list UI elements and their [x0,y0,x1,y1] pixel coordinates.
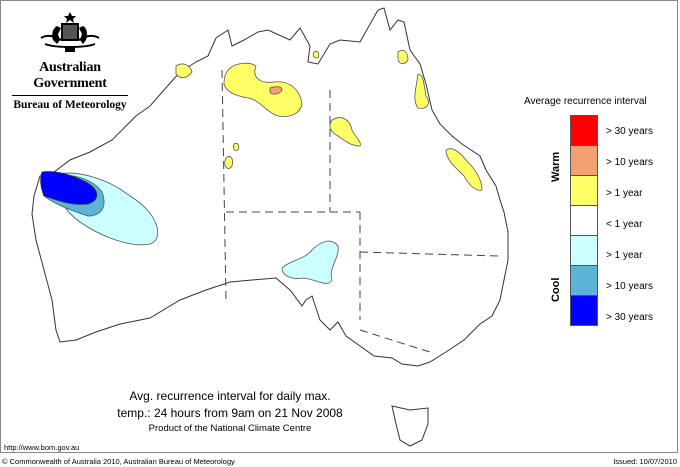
map-caption-product: Product of the National Climate Centre [148,423,312,434]
legend-swatch-cool-1 [570,235,598,266]
cool-30yr-region-wa [40,171,98,205]
legend-cool-label: Cool [550,277,562,302]
copyright-notice: © Commonwealth of Australia 2010, Austra… [2,457,235,466]
legend-label: > 1 year [606,250,643,261]
website-link[interactable]: http://www.bom.gov.au [4,443,80,452]
warm-10yr-region-nt [269,86,283,95]
legend-label: > 10 years [606,281,653,292]
legend-label: > 30 years [606,312,653,323]
government-title: Australian Government [33,60,107,91]
legend-swatch-cool-10 [570,265,598,296]
legend-swatch-warm-30 [570,115,598,146]
legend-swatch-warm-1 [570,175,598,206]
issued-date: Issued: 10/07/2010 [613,457,677,466]
bom-logo: Australian Government Bureau of Meteorol… [8,10,132,111]
legend-swatch-neutral [570,205,598,236]
mainland-coastline [31,7,509,367]
legend-label: > 10 years [606,157,653,168]
legend-warm-label: Warm [550,151,562,182]
warm-1yr-region-qld-coast1 [414,73,429,109]
map-frame [0,0,678,453]
state-borders [221,69,501,353]
warm-1yr-region-qld-coast2 [445,148,483,191]
legend-label: < 1 year [606,219,643,230]
tasmania-coastline [391,405,429,447]
map-caption-line2: temp.: 24 hours from 9am on 21 Nov 2008 [117,406,343,420]
legend-label: > 30 years [606,126,653,137]
legend-swatch-cool-30 [570,295,598,326]
warm-1yr-region-kimberley [175,63,193,78]
divider [12,95,128,96]
warm-1yr-region-wa-small2 [224,156,233,169]
map-caption-line1: Avg. recurrence interval for daily max. [129,389,331,403]
cool-1yr-region-sa [281,240,339,284]
legend-label: > 1 year [606,188,643,199]
warm-1yr-region-nt [223,62,303,117]
warm-1yr-region-wa-small1 [233,143,240,152]
legend-color-bar [570,115,598,326]
warm-1yr-region-qld-west [329,117,361,147]
legend-title: Average recurrence interval [524,96,647,107]
legend-swatch-warm-10 [570,145,598,176]
warm-1yr-region-cape-york [397,50,409,64]
bureau-title: Bureau of Meteorology [13,99,127,111]
warm-1yr-region-island [312,51,320,59]
coat-of-arms-icon [40,12,100,52]
